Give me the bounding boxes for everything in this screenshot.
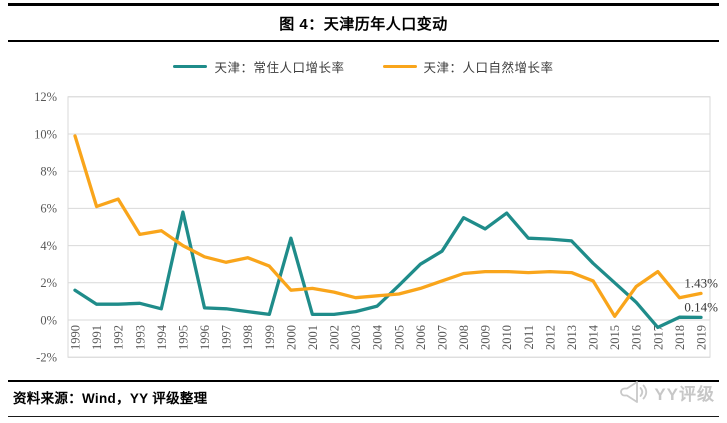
x-axis-tick-label: 2016 (630, 325, 644, 350)
chart-legend: 天津：常住人口增长率 天津：人口自然增长率 (0, 57, 727, 76)
x-axis-tick-label: 2017 (651, 325, 665, 350)
x-axis-tick-label: 2006 (414, 325, 428, 350)
legend-line-swatch-orange (382, 64, 417, 69)
x-axis-tick-label: 1992 (112, 325, 126, 350)
x-axis-tick-label: 1993 (133, 325, 147, 350)
brand-watermark-text: YY评级 (654, 384, 715, 404)
x-axis-tick-label: 2001 (306, 325, 320, 350)
chart-svg: 12% 10% 8% 6% 4% 2% 0% -2% 1990 1991 1992 1993 1994 1… (34, 90, 718, 365)
figure-title: 图 4：天津历年人口变动 (279, 16, 448, 33)
y-axis-tick-label: 6% (40, 202, 57, 216)
x-axis-tick-label: 2008 (457, 325, 471, 350)
series-line-0 (73, 210, 703, 330)
legend-label: 天津：人口自然增长率 (423, 61, 554, 75)
x-axis-tick-label: 2012 (543, 325, 557, 350)
y-axis-tick-label: 12% (34, 90, 57, 104)
x-axis-tick-label: 2007 (435, 325, 449, 350)
x-axis-tick-label: 2015 (608, 325, 622, 350)
y-axis-tick-label: -2% (36, 351, 57, 365)
x-axis-tick-label: 1991 (90, 325, 104, 350)
data-source-note: 资料来源：Wind，YY 评级整理 (13, 391, 208, 406)
y-axis-tick-label: 10% (34, 127, 57, 141)
x-axis-tick-label: 2019 (695, 325, 709, 350)
x-axis-tick-label: 1990 (69, 325, 83, 350)
x-axis-tick-label: 1994 (155, 324, 169, 350)
x-axis-tick-label: 2013 (565, 325, 579, 350)
x-axis-tick-label: 2002 (328, 325, 342, 350)
x-axis-tick-label: 1999 (263, 325, 277, 350)
brand-watermark: YY评级 (619, 378, 715, 406)
bottom-rule (8, 416, 719, 417)
x-axis-tick-label: 2000 (284, 325, 298, 350)
plot-border (67, 96, 711, 358)
line-chart: 12% 10% 8% 6% 4% 2% 0% -2% 1990 1991 1992 1993 1994 1… (0, 85, 727, 390)
x-axis-tick-label: 2009 (479, 325, 493, 350)
x-axis-tick-label: 2010 (500, 325, 514, 350)
y-axis-tick-label: 8% (40, 165, 57, 179)
footer-divider-rule (8, 380, 719, 382)
x-axis-tick-label: 1998 (241, 325, 255, 350)
top-rule (8, 3, 719, 6)
legend-item-resident-growth: 天津：常住人口增长率 (173, 57, 344, 76)
legend-line-swatch-teal (173, 64, 208, 69)
y-axis-tick-label: 0% (40, 313, 57, 327)
x-axis-tick-label: 1997 (220, 325, 234, 350)
x-axis-tick-label: 2004 (371, 324, 385, 350)
series-line-1 (73, 134, 703, 318)
x-axis-tick-label: 1996 (198, 325, 212, 350)
x-axis-tick-label: 2003 (349, 325, 363, 350)
x-axis-tick-label: 2014 (587, 324, 601, 350)
x-axis-tick-label: 2005 (392, 325, 406, 350)
series-end-value-label: 0.14% (684, 299, 718, 314)
x-axis-tick-label: 2011 (522, 325, 536, 350)
legend-item-natural-growth: 天津：人口自然增长率 (382, 57, 554, 76)
x-axis-tick-label: 2018 (673, 325, 687, 350)
megaphone-icon (620, 381, 648, 403)
y-axis-tick-label: 4% (40, 239, 57, 253)
legend-label: 天津：常住人口增长率 (214, 61, 345, 75)
y-axis-tick-label: 2% (40, 276, 57, 290)
series-end-value-label: 1.43% (684, 275, 718, 290)
title-divider-rule (8, 40, 719, 42)
x-axis-tick-label: 1995 (176, 325, 190, 350)
